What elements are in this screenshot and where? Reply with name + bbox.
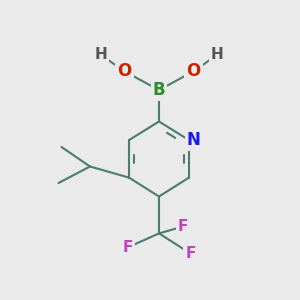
Text: F: F xyxy=(185,246,196,261)
Text: H: H xyxy=(94,47,107,62)
Text: N: N xyxy=(187,131,200,149)
Text: B: B xyxy=(153,81,165,99)
Text: F: F xyxy=(122,240,133,255)
Text: O: O xyxy=(117,62,132,80)
Text: H: H xyxy=(211,47,224,62)
Text: O: O xyxy=(186,62,201,80)
Text: F: F xyxy=(178,219,188,234)
